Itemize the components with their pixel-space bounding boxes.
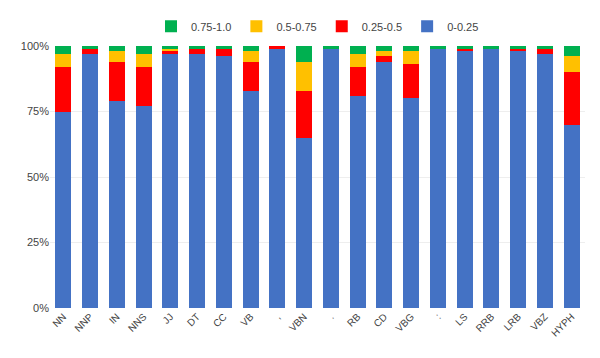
svg-text:VB: VB	[238, 311, 255, 328]
svg-text:50%: 50%	[27, 171, 49, 183]
svg-text:IN: IN	[107, 311, 122, 326]
svg-text:NNS: NNS	[126, 311, 149, 334]
svg-text:75%: 75%	[27, 105, 49, 117]
svg-text:NN: NN	[50, 311, 68, 329]
svg-text:CC: CC	[211, 311, 229, 329]
svg-text:JJ: JJ	[160, 311, 175, 326]
svg-text:LS: LS	[453, 311, 470, 328]
svg-text::: :	[433, 311, 443, 321]
svg-text:VBZ: VBZ	[528, 311, 550, 333]
svg-text:0.5-0.75: 0.5-0.75	[276, 21, 316, 33]
svg-text:VBG: VBG	[393, 311, 416, 334]
svg-text:0-0.25: 0-0.25	[447, 21, 478, 33]
svg-text:,: ,	[273, 311, 283, 321]
svg-text:LRB: LRB	[502, 311, 524, 333]
svg-text:VBN: VBN	[287, 311, 309, 333]
svg-text:HYPH: HYPH	[549, 311, 576, 338]
svg-text:25%: 25%	[27, 236, 49, 248]
svg-text:DT: DT	[185, 311, 202, 328]
svg-text:100%: 100%	[21, 40, 49, 52]
svg-text:0%: 0%	[33, 302, 49, 314]
svg-text:RB: RB	[345, 311, 363, 329]
svg-text:0.75-1.0: 0.75-1.0	[191, 21, 231, 33]
svg-text:NNP: NNP	[72, 311, 95, 334]
svg-text:0.25-0.5: 0.25-0.5	[362, 21, 402, 33]
svg-text:CD: CD	[371, 311, 389, 329]
svg-text:RRB: RRB	[474, 311, 497, 334]
svg-text:.: .	[326, 311, 336, 321]
